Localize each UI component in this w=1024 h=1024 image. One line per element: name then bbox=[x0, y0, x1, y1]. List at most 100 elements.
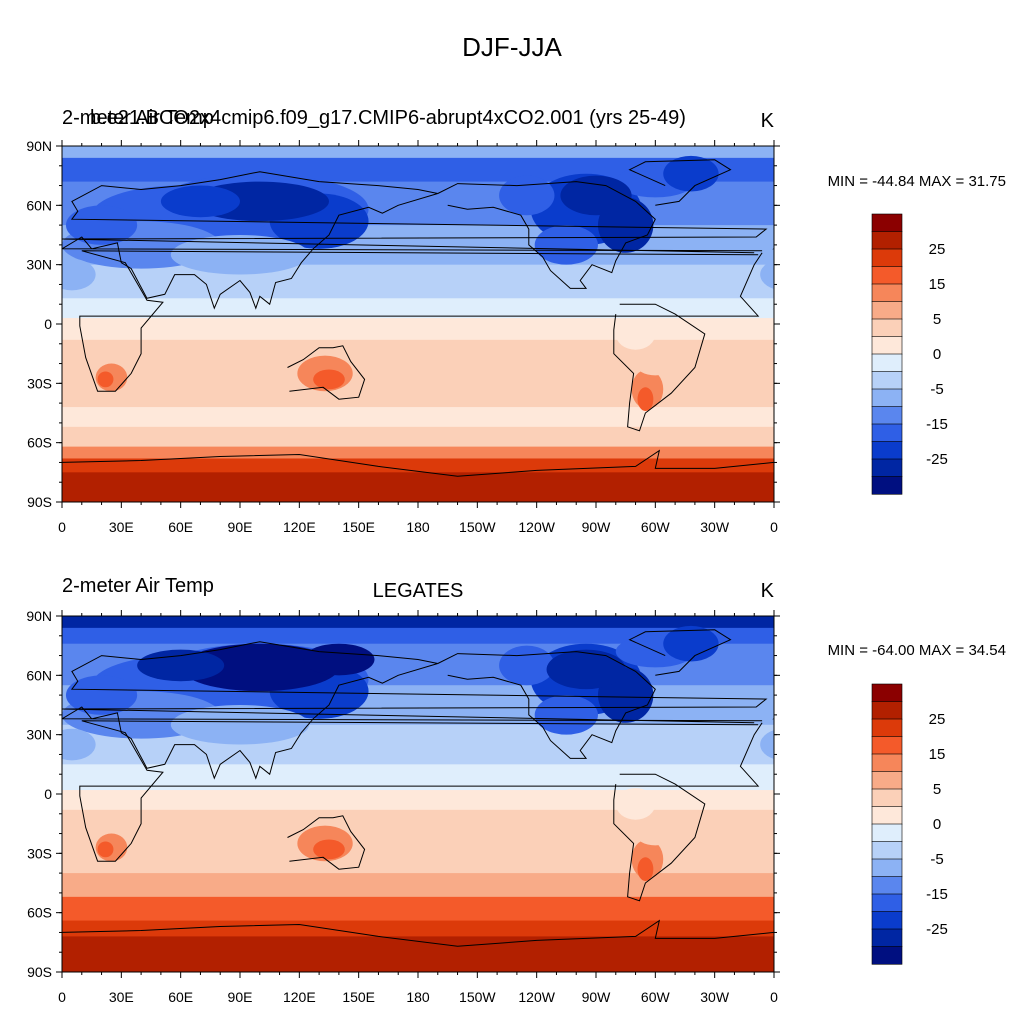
colorbar-swatch bbox=[871, 266, 903, 285]
coastline bbox=[62, 171, 768, 310]
temperature-anomaly bbox=[65, 205, 138, 245]
coastline bbox=[1000, 346, 1024, 399]
coastline bbox=[62, 462, 63, 463]
temperature-anomaly bbox=[760, 730, 774, 759]
temperature-anomaly bbox=[808, 364, 840, 392]
temperature-band bbox=[62, 318, 774, 341]
temperature-band bbox=[62, 627, 774, 645]
panel-left-title: 2-meter Air Temp bbox=[62, 107, 214, 129]
lon-tick-label: 120W bbox=[518, 989, 555, 1005]
figure-title: DJF-JJA bbox=[462, 32, 562, 62]
colorbar-label: -25 bbox=[926, 451, 948, 468]
temperature-anomaly bbox=[170, 705, 310, 745]
coastline bbox=[0, 160, 19, 206]
colorbar-swatch bbox=[871, 753, 903, 773]
colorbar: 25 15 5 0 -5 -15 -25 bbox=[871, 683, 948, 965]
temperature-anomaly bbox=[313, 839, 345, 860]
colorbar-swatch bbox=[871, 946, 903, 965]
colorbar-label: 0 bbox=[933, 346, 941, 363]
temperature-band bbox=[62, 764, 774, 791]
lon-tick-label: 30W bbox=[700, 519, 730, 535]
temperature-anomaly bbox=[560, 175, 632, 216]
lon-tick-label: 60W bbox=[641, 519, 671, 535]
panel-left-title: 2-meter Air Temp bbox=[62, 575, 214, 597]
colorbar-label: -15 bbox=[926, 416, 948, 433]
temperature-band bbox=[62, 472, 774, 502]
temperature-anomaly bbox=[499, 645, 555, 686]
colorbar-swatch bbox=[871, 858, 903, 878]
lon-tick-label: 30W bbox=[700, 989, 730, 1005]
lon-tick-label: 0 bbox=[58, 989, 66, 1005]
temperature-anomaly bbox=[635, 351, 676, 376]
colorbar-swatch bbox=[871, 771, 903, 790]
temperature-anomaly bbox=[663, 155, 719, 192]
temperature-band bbox=[62, 298, 774, 319]
temperature-anomaly bbox=[534, 225, 598, 265]
lat-tick-label: 90S bbox=[27, 964, 52, 980]
colorbar-swatch bbox=[871, 823, 903, 843]
temperature-anomaly bbox=[663, 625, 719, 662]
colorbar-swatch bbox=[871, 283, 903, 303]
temperature-anomaly bbox=[778, 675, 849, 715]
colorbar-swatch bbox=[871, 701, 903, 720]
lat-tick-label: 60N bbox=[26, 197, 52, 213]
coastline bbox=[0, 172, 54, 309]
lon-tick-label: 150E bbox=[342, 989, 375, 1005]
lon-tick-label: 60W bbox=[641, 989, 671, 1005]
colorbar-swatch bbox=[871, 893, 903, 913]
temperature-anomaly bbox=[499, 175, 555, 216]
temperature-band bbox=[62, 896, 774, 922]
lat-tick-label: 30S bbox=[27, 375, 52, 391]
panel-units: K bbox=[761, 110, 775, 132]
colorbar-swatch bbox=[871, 876, 903, 895]
lat-tick-label: 90N bbox=[26, 138, 52, 154]
temperature-anomaly bbox=[62, 258, 96, 291]
lon-tick-label: 120E bbox=[283, 519, 316, 535]
coastline bbox=[437, 651, 656, 759]
coastline bbox=[0, 642, 54, 779]
temperature-anomaly bbox=[170, 235, 310, 275]
lat-tick-label: 30N bbox=[26, 727, 52, 743]
temperature-anomaly bbox=[810, 371, 826, 387]
colorbar-swatch bbox=[871, 718, 903, 738]
lon-tick-label: 0 bbox=[58, 519, 66, 535]
colorbar: 25 15 5 0 -5 -15 -25 bbox=[871, 213, 948, 495]
coastline bbox=[1000, 816, 1024, 869]
colorbar-swatch bbox=[871, 841, 903, 860]
temperature-anomaly bbox=[137, 649, 225, 682]
temperature-anomaly bbox=[180, 643, 339, 692]
temperature-anomaly bbox=[615, 318, 656, 350]
lat-tick-label: 30N bbox=[26, 257, 52, 273]
lat-tick-label: 90N bbox=[26, 608, 52, 624]
coastline bbox=[62, 919, 774, 947]
colorbar-swatch bbox=[871, 248, 903, 268]
panel-center-title: LEGATES bbox=[373, 580, 464, 602]
coastline bbox=[287, 345, 366, 400]
lon-tick-label: 0 bbox=[770, 519, 778, 535]
temperature-anomaly bbox=[97, 841, 114, 858]
temperature-band bbox=[62, 146, 774, 159]
colorbar-label: -25 bbox=[926, 921, 948, 938]
colorbar-label: -15 bbox=[926, 886, 948, 903]
lon-tick-label: 150W bbox=[459, 989, 496, 1005]
temperature-anomaly bbox=[303, 643, 375, 676]
colorbar-swatch bbox=[871, 318, 903, 338]
colorbar-swatch bbox=[871, 371, 903, 390]
temperature-band bbox=[62, 426, 774, 448]
lon-tick-label: 180 bbox=[406, 989, 430, 1005]
coastline bbox=[79, 720, 763, 862]
colorbar-swatch bbox=[871, 441, 903, 460]
colorbar-swatch bbox=[871, 788, 903, 808]
lat-tick-label: 30S bbox=[27, 845, 52, 861]
coastline bbox=[62, 449, 774, 477]
coastline bbox=[628, 159, 732, 206]
colorbar-swatch bbox=[871, 231, 903, 250]
coastline bbox=[628, 629, 732, 676]
colorbar-swatch bbox=[871, 301, 903, 320]
colorbar-label: 15 bbox=[929, 746, 946, 763]
colorbar-swatch bbox=[871, 806, 903, 825]
lat-tick-label: 60S bbox=[27, 435, 52, 451]
colorbar-label: 15 bbox=[929, 276, 946, 293]
coastline bbox=[613, 773, 706, 902]
map-panel-observations: 2-meter Air Temp LEGATES K MIN = -64.00 … bbox=[62, 575, 1006, 659]
